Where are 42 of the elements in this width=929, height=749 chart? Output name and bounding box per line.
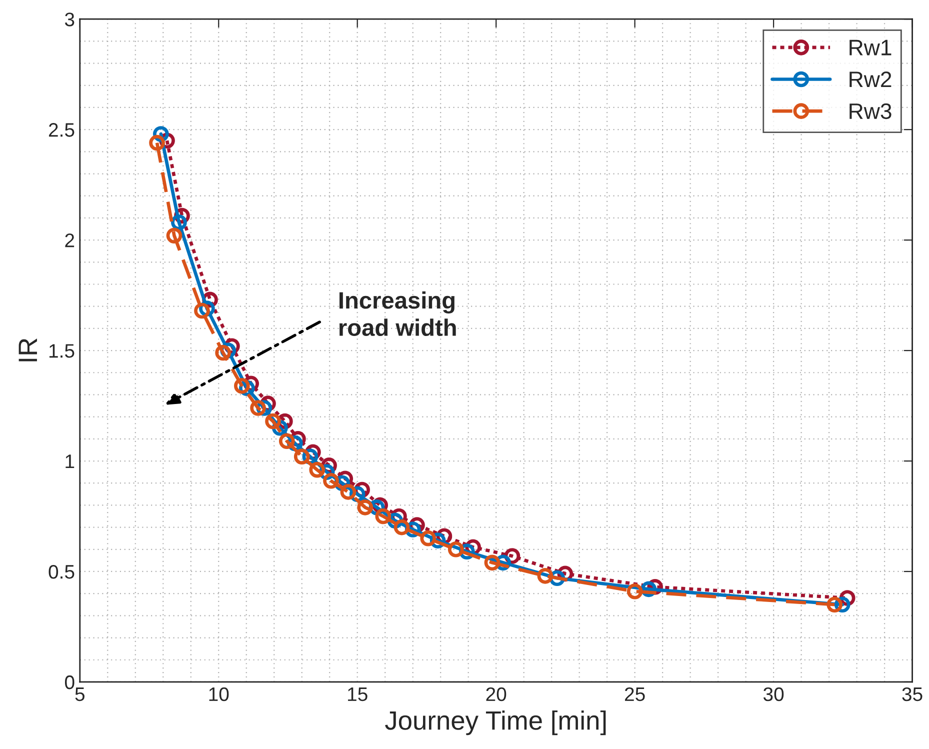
point	[149, 134, 165, 151]
annotation: Increasing road width	[339, 291, 456, 336]
y-tick-label: 3	[64, 12, 74, 26]
y-tick-label: 1.5	[49, 344, 74, 358]
point	[357, 499, 374, 516]
point	[537, 568, 554, 584]
legend-label: Rw3	[850, 103, 892, 120]
x-tick-label: 25	[624, 687, 645, 702]
x-tick-label: 35	[902, 687, 922, 702]
point	[194, 302, 210, 319]
y-tick-label: 1	[66, 454, 74, 468]
y-axis-title: IR	[18, 338, 37, 362]
y-tick-label: 0	[64, 675, 74, 690]
y-tick-label: 2.5	[48, 123, 74, 137]
point	[340, 484, 356, 500]
y-tick-label: 2	[65, 234, 74, 248]
point	[171, 214, 187, 230]
x-tick-label: 20	[486, 687, 506, 702]
point	[626, 583, 643, 600]
point	[278, 433, 295, 450]
point	[234, 378, 250, 394]
x-tick-label: 10	[209, 687, 229, 702]
x-axis-title: Journey Time [min]	[385, 710, 606, 736]
legend-label: Rw2	[850, 72, 892, 88]
point	[484, 554, 500, 571]
x-tick-label: 5	[75, 688, 84, 702]
x-tick-label: 30	[763, 687, 784, 702]
point	[420, 530, 436, 546]
legend-label: Rw1	[850, 40, 892, 56]
point	[265, 413, 281, 430]
point	[448, 541, 464, 558]
x-tick-label: 15	[348, 688, 368, 702]
point	[394, 519, 410, 536]
y-tick-label: 0.5	[48, 564, 74, 579]
point	[250, 400, 266, 416]
point	[215, 344, 231, 361]
point	[323, 472, 339, 489]
point	[166, 228, 182, 244]
point	[826, 596, 843, 613]
point	[375, 508, 392, 524]
point	[294, 448, 310, 465]
point	[309, 462, 326, 478]
